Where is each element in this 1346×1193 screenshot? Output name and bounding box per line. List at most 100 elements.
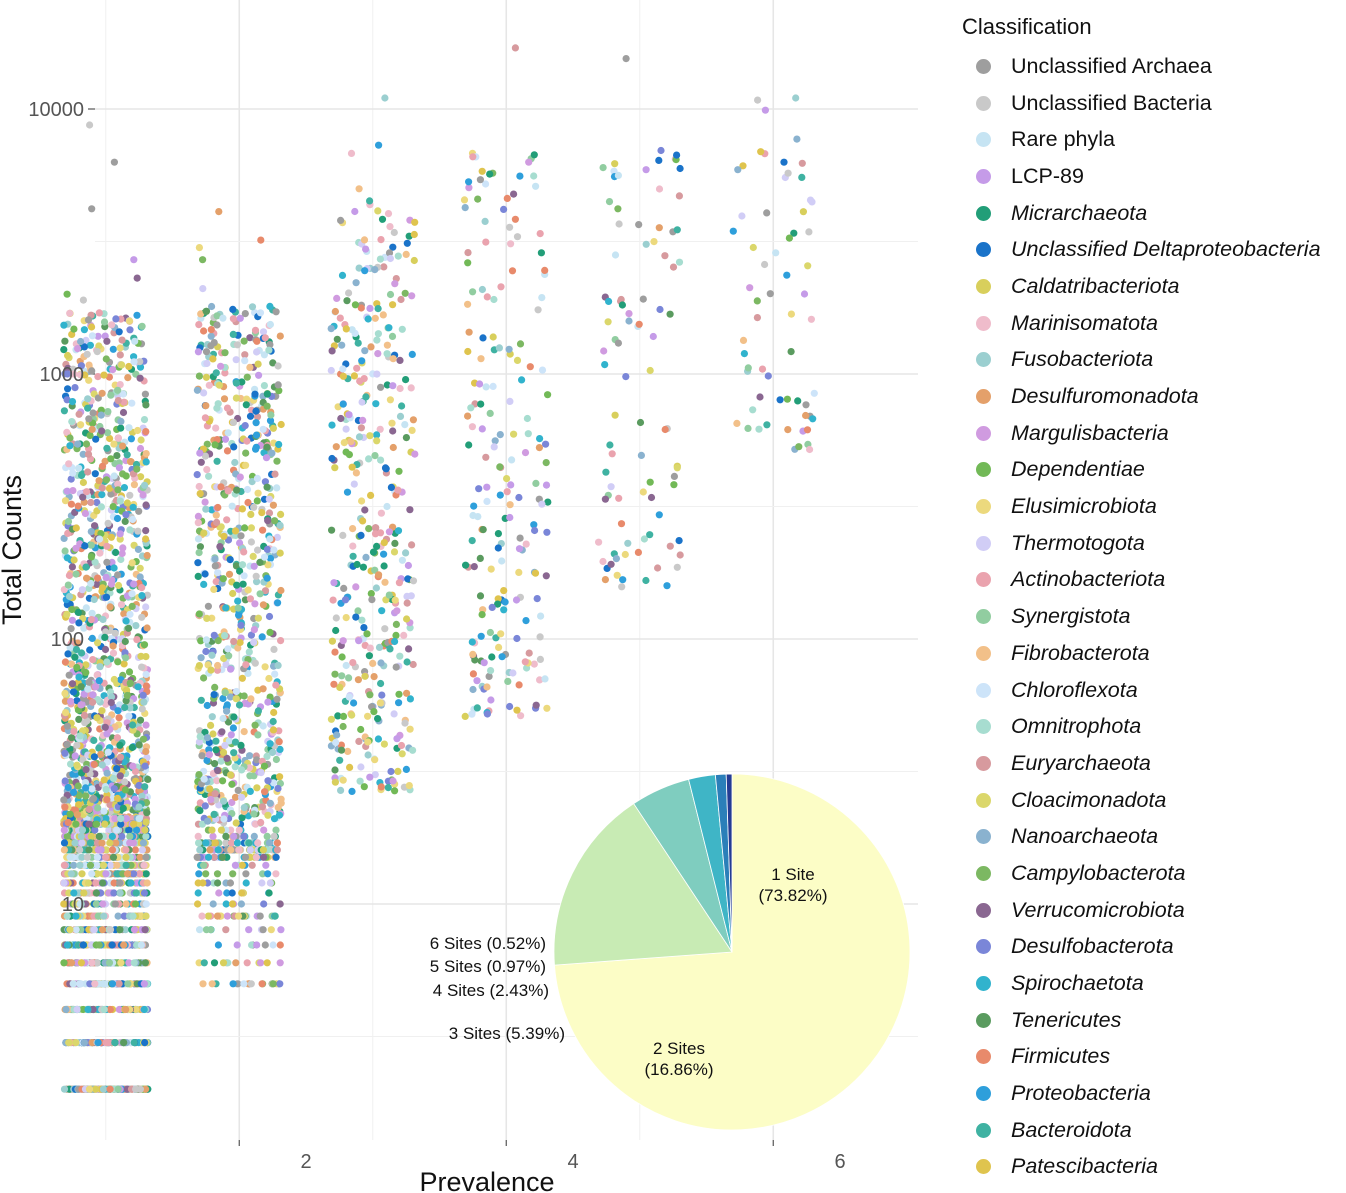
- data-point: [405, 782, 413, 790]
- data-point: [116, 772, 124, 780]
- data-point: [354, 676, 362, 684]
- data-point: [138, 584, 146, 592]
- data-point: [85, 376, 93, 384]
- data-point: [621, 550, 629, 559]
- data-point: [106, 1005, 114, 1014]
- data-point: [348, 326, 356, 334]
- data-point: [490, 443, 498, 451]
- data-point: [229, 330, 237, 338]
- legend-label: Dependentiae: [1011, 457, 1145, 482]
- data-point: [108, 846, 117, 854]
- data-point: [614, 205, 622, 213]
- data-point: [330, 680, 338, 688]
- data-point: [63, 610, 71, 619]
- data-point: [599, 557, 607, 566]
- data-point: [76, 900, 84, 908]
- data-point: [80, 889, 88, 897]
- data-point: [129, 721, 137, 729]
- data-point: [746, 284, 754, 292]
- legend-label: Actinobacteriota: [1011, 567, 1166, 592]
- data-point: [494, 595, 502, 603]
- data-point: [809, 415, 817, 423]
- data-point: [469, 153, 477, 161]
- data-point: [327, 715, 335, 723]
- data-point: [639, 295, 647, 303]
- data-point: [82, 792, 90, 800]
- legend-label: Campylobacterota: [1011, 860, 1186, 885]
- data-point: [259, 425, 267, 433]
- data-point: [542, 572, 550, 580]
- data-point: [269, 779, 278, 787]
- data-point: [407, 384, 415, 392]
- data-point: [500, 606, 508, 614]
- data-point: [242, 879, 250, 887]
- legend-swatch: [976, 1012, 991, 1028]
- data-point: [144, 775, 152, 784]
- data-point: [213, 321, 221, 329]
- data-point: [105, 959, 114, 967]
- data-point: [372, 400, 380, 408]
- data-point: [102, 476, 111, 484]
- data-point: [221, 689, 229, 697]
- data-point: [536, 230, 544, 238]
- data-point: [231, 738, 240, 746]
- data-point: [217, 483, 225, 491]
- data-point: [342, 661, 350, 670]
- data-point: [339, 531, 347, 540]
- data-point: [328, 421, 336, 429]
- data-point: [369, 659, 377, 668]
- data-point: [122, 617, 130, 625]
- data-point: [112, 548, 120, 557]
- data-point: [122, 815, 130, 823]
- data-point: [142, 401, 150, 409]
- legend-label: Spirochaetota: [1011, 971, 1144, 996]
- data-point: [199, 980, 207, 988]
- data-point: [108, 558, 116, 567]
- data-point: [133, 826, 141, 834]
- data-point: [90, 595, 98, 604]
- data-point: [800, 290, 809, 298]
- data-point: [473, 677, 481, 685]
- data-point: [258, 879, 266, 887]
- data-point: [200, 959, 208, 967]
- data-point: [129, 515, 137, 524]
- data-point: [197, 654, 205, 662]
- data-point: [87, 541, 95, 549]
- data-point: [214, 846, 222, 854]
- data-point: [353, 560, 361, 569]
- data-point: [113, 765, 121, 773]
- data-point: [380, 550, 388, 558]
- data-point: [107, 861, 115, 869]
- data-point: [135, 870, 144, 878]
- data-point: [277, 637, 285, 645]
- data-point: [211, 683, 219, 692]
- legend-swatch: [976, 645, 991, 661]
- legend-item: Rare phyla: [962, 121, 1346, 158]
- data-point: [676, 551, 684, 559]
- data-point: [251, 721, 259, 729]
- data-point: [252, 572, 260, 580]
- data-point: [383, 341, 391, 349]
- data-point: [115, 464, 123, 472]
- data-point: [792, 94, 800, 102]
- data-point: [95, 832, 103, 841]
- data-point: [194, 889, 202, 897]
- data-point: [234, 644, 242, 652]
- data-point: [410, 230, 418, 239]
- data-point: [122, 900, 130, 908]
- data-point: [258, 508, 266, 517]
- data-point: [221, 632, 229, 640]
- legend-item: Campylobacterota: [962, 855, 1346, 892]
- data-point: [241, 853, 250, 861]
- data-point: [199, 256, 207, 264]
- data-point: [229, 589, 237, 598]
- legend-label: Unclassified Bacteria: [1011, 90, 1212, 115]
- data-point: [92, 889, 100, 897]
- data-point: [483, 293, 491, 301]
- data-point: [133, 274, 141, 282]
- data-point: [478, 611, 486, 619]
- data-point: [60, 959, 68, 967]
- data-point: [372, 584, 380, 592]
- data-point: [197, 637, 205, 645]
- data-point: [355, 185, 363, 193]
